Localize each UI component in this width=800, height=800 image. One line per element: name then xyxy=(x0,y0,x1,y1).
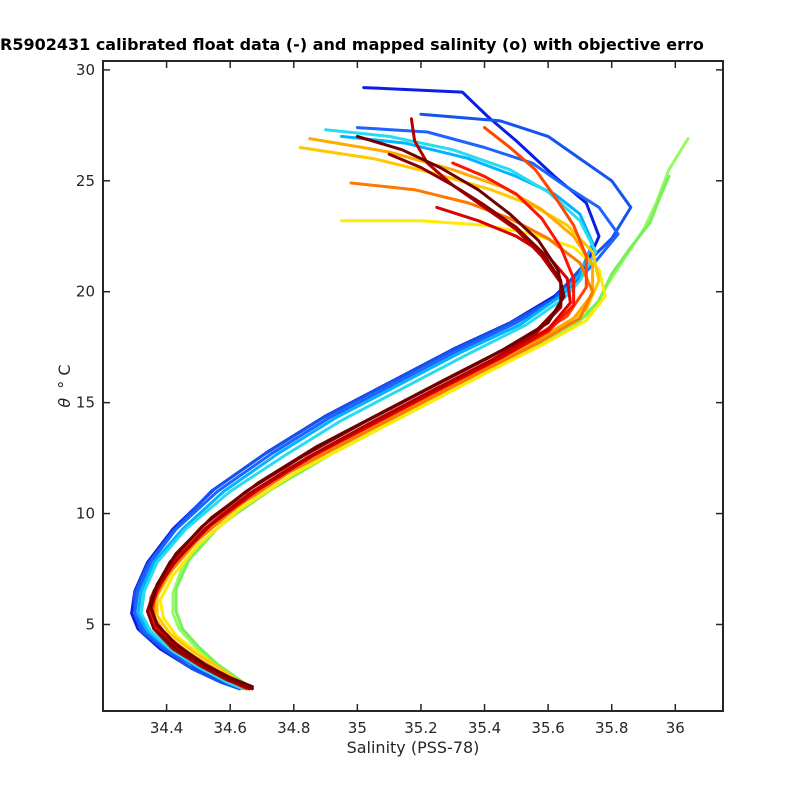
y-tick-label: 5 xyxy=(85,615,95,633)
x-tick-label: 35.2 xyxy=(404,719,437,737)
series-line-2 xyxy=(133,112,633,691)
y-tick-label: 15 xyxy=(76,394,95,412)
x-tick-label: 35.8 xyxy=(595,719,628,737)
series-group xyxy=(130,86,690,691)
series-line-5 xyxy=(139,128,598,691)
x-tick-label: 35.4 xyxy=(468,719,501,737)
y-axis: 5 10 15 20 25 30 xyxy=(76,61,723,633)
plot-frame xyxy=(102,60,724,712)
x-tick-label: 34.4 xyxy=(150,719,183,737)
series-line-14 xyxy=(149,205,572,689)
svg-text:θ ° C: θ ° C xyxy=(55,364,74,407)
series-line-4 xyxy=(136,134,595,689)
x-tick-label: 34.6 xyxy=(213,719,246,737)
series-line-8 xyxy=(158,219,607,691)
series-line-12 xyxy=(149,126,588,691)
y-tick-label: 10 xyxy=(76,505,95,523)
y-tick-label: 25 xyxy=(76,172,95,190)
series-line-11 xyxy=(152,181,595,691)
x-tick-label: 35 xyxy=(348,719,367,737)
x-tick-label: 34.8 xyxy=(277,719,310,737)
x-axis: 34.4 34.6 34.8 35 35.2 35.4 35.6 35.8 36 xyxy=(150,61,685,737)
series-line-9 xyxy=(155,146,601,689)
series-line-17 xyxy=(149,134,566,689)
series-line-16 xyxy=(146,152,563,691)
x-tick-label: 35.6 xyxy=(531,719,564,737)
y-axis-label-symbol: θ xyxy=(55,398,74,408)
y-tick-label: 20 xyxy=(76,283,95,301)
y-axis-label-unit: ° C xyxy=(55,364,74,388)
x-tick-label: 36 xyxy=(666,719,685,737)
y-axis-label: θ ° C xyxy=(55,364,74,407)
series-line-1 xyxy=(130,86,601,689)
chart-title: R5902431 calibrated float data (-) and m… xyxy=(0,35,704,54)
y-tick-label: 30 xyxy=(76,61,95,79)
series-line-3 xyxy=(133,126,620,689)
x-axis-label: Salinity (PSS-78) xyxy=(347,738,480,757)
